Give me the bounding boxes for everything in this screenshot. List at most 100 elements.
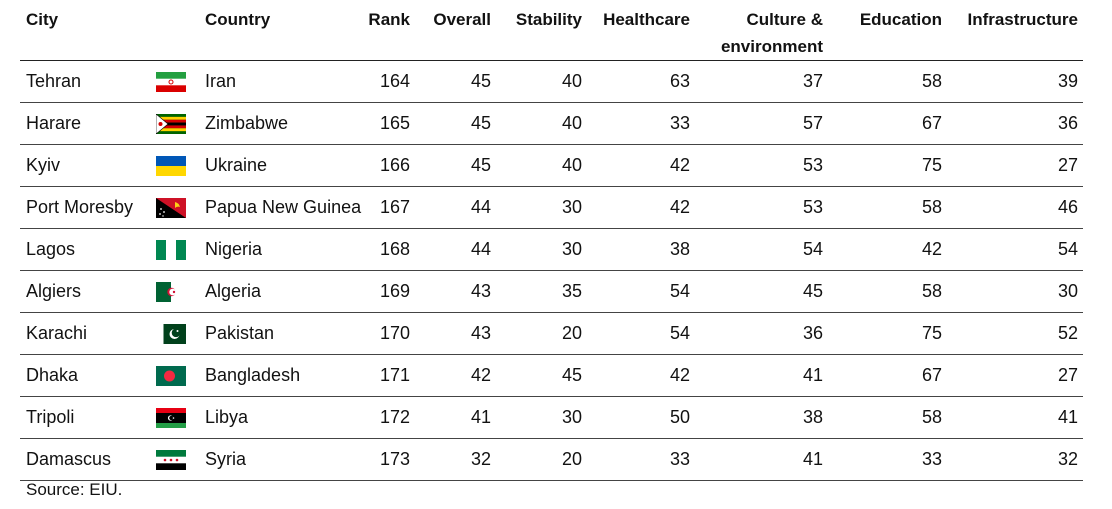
table-row: Port Moresby Papua New Guinea 167 44 30 42 53 5…	[20, 187, 1083, 229]
table-row: Damascus Syria 173 32 20 33 41 33 32	[20, 439, 1083, 481]
overall-cell: 44	[470, 197, 491, 217]
education-cell: 75	[921, 323, 942, 343]
header-culture-environment: Culture & environment	[700, 6, 823, 60]
healthcare-cell: 33	[669, 449, 690, 469]
infrastructure-cell: 27	[1057, 155, 1078, 175]
overall-cell: 45	[470, 155, 491, 175]
stability-cell: 45	[561, 365, 582, 385]
overall-cell: 44	[470, 239, 491, 259]
city-cell: Tehran	[26, 71, 82, 91]
overall-cell: 45	[470, 71, 491, 91]
header-healthcare: Healthcare	[603, 10, 690, 29]
table-row: Karachi Pakistan 170 43 20 54 36 75 52	[20, 313, 1083, 355]
header-education: Education	[859, 10, 942, 29]
rank-cell: 169	[379, 281, 410, 301]
culture-environment-cell: 53	[802, 155, 823, 175]
country-cell: Iran	[205, 71, 237, 91]
header-country: Country	[205, 10, 271, 29]
culture-environment-cell: 41	[802, 365, 823, 385]
healthcare-cell: 42	[669, 155, 690, 175]
country-cell: Nigeria	[205, 239, 263, 259]
infrastructure-cell: 36	[1057, 113, 1078, 133]
city-cell: Algiers	[26, 281, 82, 301]
header-culture-line1: Culture &	[746, 10, 824, 29]
education-cell: 67	[921, 365, 942, 385]
education-cell: 58	[921, 407, 942, 427]
rank-cell: 168	[379, 239, 410, 259]
stability-cell: 40	[561, 71, 582, 91]
city-cell: Karachi	[26, 323, 88, 343]
header-stability: Stability	[515, 10, 582, 29]
country-cell: Ukraine	[205, 155, 268, 175]
healthcare-cell: 33	[669, 113, 690, 133]
stability-cell: 40	[561, 113, 582, 133]
rank-cell: 170	[379, 323, 410, 343]
stability-cell: 35	[561, 281, 582, 301]
header-culture-line2: environment	[720, 37, 823, 56]
table-row: Lagos Nigeria 168 44 30 38 54 42 54	[20, 229, 1083, 271]
healthcare-cell: 50	[669, 407, 690, 427]
stability-cell: 30	[561, 197, 582, 217]
culture-environment-cell: 54	[802, 239, 823, 259]
overall-cell: 43	[470, 281, 491, 301]
culture-environment-cell: 57	[802, 113, 823, 133]
city-cell: Dhaka	[26, 365, 79, 385]
education-cell: 75	[921, 155, 942, 175]
header-rank: Rank	[368, 10, 410, 29]
overall-cell: 32	[470, 449, 491, 469]
overall-cell: 45	[470, 113, 491, 133]
table-row: Kyiv Ukraine 166 45 40 42 53 75 27	[20, 145, 1083, 187]
eiu-liveability-table: City Country Rank Overall Stability Heal…	[20, 0, 1083, 481]
infrastructure-cell: 39	[1057, 71, 1078, 91]
rank-cell: 173	[379, 449, 410, 469]
stability-cell: 30	[561, 407, 582, 427]
overall-cell: 42	[470, 365, 491, 385]
culture-environment-cell: 37	[802, 71, 823, 91]
healthcare-cell: 63	[669, 71, 690, 91]
header-overall: Overall	[433, 10, 491, 29]
infrastructure-cell: 46	[1057, 197, 1078, 217]
education-cell: 58	[921, 71, 942, 91]
culture-environment-cell: 45	[802, 281, 823, 301]
overall-cell: 41	[470, 407, 491, 427]
city-cell: Lagos	[26, 239, 76, 259]
healthcare-cell: 38	[669, 239, 690, 259]
education-cell: 58	[921, 281, 942, 301]
infrastructure-cell: 27	[1057, 365, 1078, 385]
city-cell: Kyiv	[26, 155, 61, 175]
rank-cell: 171	[379, 365, 410, 385]
country-cell: Bangladesh	[205, 365, 301, 385]
healthcare-cell: 42	[669, 197, 690, 217]
infrastructure-cell: 32	[1057, 449, 1078, 469]
culture-environment-cell: 38	[802, 407, 823, 427]
country-cell: Algeria	[205, 281, 262, 301]
city-cell: Harare	[26, 113, 82, 133]
stability-cell: 20	[561, 323, 582, 343]
overall-cell: 43	[470, 323, 491, 343]
education-cell: 33	[921, 449, 942, 469]
stability-cell: 20	[561, 449, 582, 469]
infrastructure-cell: 30	[1057, 281, 1078, 301]
table-row: Harare Zimbabwe 165 45 40 33 57 67 36	[20, 103, 1083, 145]
culture-environment-cell: 53	[802, 197, 823, 217]
education-cell: 42	[921, 239, 942, 259]
rank-cell: 167	[379, 197, 410, 217]
infrastructure-cell: 52	[1057, 323, 1078, 343]
table-body: Tehran Iran 164 45 40 63 37 58 39 Harare Zimbabwe 1…	[20, 61, 1083, 481]
infrastructure-cell: 41	[1057, 407, 1078, 427]
stability-cell: 40	[561, 155, 582, 175]
rank-cell: 172	[379, 407, 410, 427]
header-city: City	[26, 10, 59, 29]
table-row: Algiers Algeria 169 43 35 54 45 58 30	[20, 271, 1083, 313]
infrastructure-cell: 54	[1057, 239, 1078, 259]
table-row: Tehran Iran 164 45 40 63 37 58 39	[20, 61, 1083, 103]
rank-cell: 164	[379, 71, 410, 91]
source-note: Source: EIU.	[26, 480, 123, 499]
culture-environment-cell: 41	[802, 449, 823, 469]
city-cell: Damascus	[26, 449, 112, 469]
culture-environment-cell: 36	[802, 323, 823, 343]
education-cell: 58	[921, 197, 942, 217]
healthcare-cell: 54	[669, 281, 690, 301]
education-cell: 67	[921, 113, 942, 133]
country-cell: Zimbabwe	[205, 113, 289, 133]
